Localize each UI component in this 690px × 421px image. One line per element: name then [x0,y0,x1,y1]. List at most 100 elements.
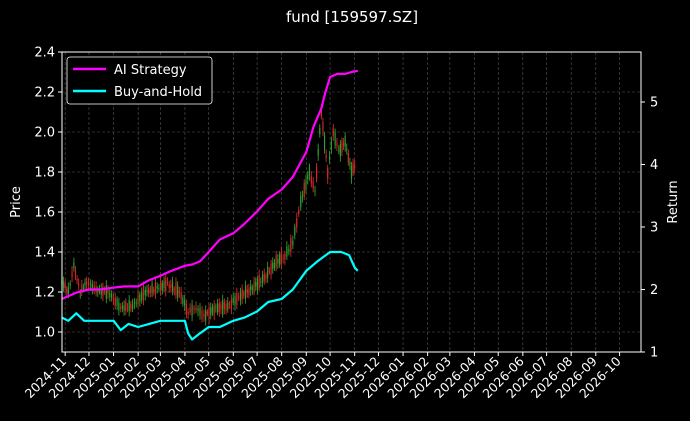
candle-body [338,150,340,152]
candle-body [322,122,324,131]
candle-body [215,306,217,308]
candle-body [273,262,276,268]
candle-body [344,135,346,147]
candle-body [268,271,270,273]
candle-body [346,148,348,150]
right-tick-label: 1 [650,346,658,361]
candle-body [227,302,229,310]
candle-body [301,195,304,198]
candle-body [142,286,145,301]
candle-body [203,313,205,318]
candle-body [116,298,118,306]
legend-label-ai-strategy: AI Strategy [114,63,187,78]
x-axis: 2024-112024-122025-012025-022025-032025-… [22,352,624,401]
candle-body [261,274,264,283]
candle-body [74,270,77,275]
buy-and-hold-line [61,250,359,341]
candle-body [91,283,93,291]
candle-body [314,190,316,192]
candle-body [182,297,184,304]
candle-body [256,278,259,290]
candle-body [294,226,296,236]
candle-body [230,299,232,310]
candle-body [102,285,104,296]
candle-body [342,143,345,147]
candle-body [236,293,238,305]
candle-body [272,262,274,270]
candle-body [184,299,186,306]
right-axis: 1 2 3 4 5 [641,96,658,361]
candle-body [71,271,73,277]
candle-body [135,302,137,304]
candle-body [166,282,169,284]
candle-body [336,143,338,146]
left-tick-label: 2.0 [34,126,55,141]
candle-body [148,287,150,295]
candle-body [163,281,165,288]
candle-body [239,292,242,302]
candle-body [120,307,122,309]
candle-body [323,135,326,150]
candle-body [290,238,292,252]
candle-body [220,304,222,310]
candle-body [320,109,322,117]
candle-body [189,307,191,313]
candle-body [250,285,252,291]
right-tick-label: 3 [650,221,658,236]
candle-body [105,285,107,299]
left-tick-label: 1.2 [34,286,55,301]
candle-body [130,303,132,310]
candle-body [76,278,78,281]
candle-body [185,304,187,314]
candle-body [173,288,175,291]
candle-body [223,302,225,309]
candle-body [100,288,102,295]
candle-body [354,165,356,168]
candle-body [317,149,319,156]
candle-body [263,273,265,282]
candle-body [216,303,219,313]
left-tick-label: 2.4 [34,46,55,61]
candle-body [222,300,224,315]
candle-body [339,143,341,157]
candle-body [296,217,298,228]
candle-body [275,255,277,268]
candle-body [258,274,260,289]
legend-label-buy-and-hold: Buy-and-Hold [114,85,202,100]
legend: AI Strategy Buy-and-Hold [66,56,213,105]
candle-body [267,266,269,278]
candle-body [218,303,220,313]
candle-body [62,281,65,289]
left-tick-label: 1.4 [34,246,55,261]
candle-body [255,282,257,287]
ai-strategy-line [61,69,359,300]
candle-body [228,303,231,305]
candle-body [328,156,331,160]
candle-body [253,281,255,293]
candle-body [288,249,290,251]
candle-body [85,281,88,285]
candle-body [246,289,248,294]
candle-body [279,254,281,265]
candle-body [208,308,210,319]
candle-body [300,196,302,208]
candle-body [168,284,170,288]
candle-body [82,287,85,289]
candle-body [308,166,311,176]
candle-body [325,154,327,158]
candle-body [109,293,111,298]
candle-body [197,308,199,312]
candle-body [292,240,294,246]
candle-body [282,258,284,259]
candle-body [89,284,91,286]
candle-body [244,285,247,299]
candle-body [205,310,207,321]
candle-body [160,281,162,291]
candle-body [114,297,116,306]
candle-body [213,305,215,315]
candle-body [175,282,177,296]
candle-body [280,251,282,265]
candle-body [156,286,158,289]
left-tick-label: 2.2 [34,86,55,101]
